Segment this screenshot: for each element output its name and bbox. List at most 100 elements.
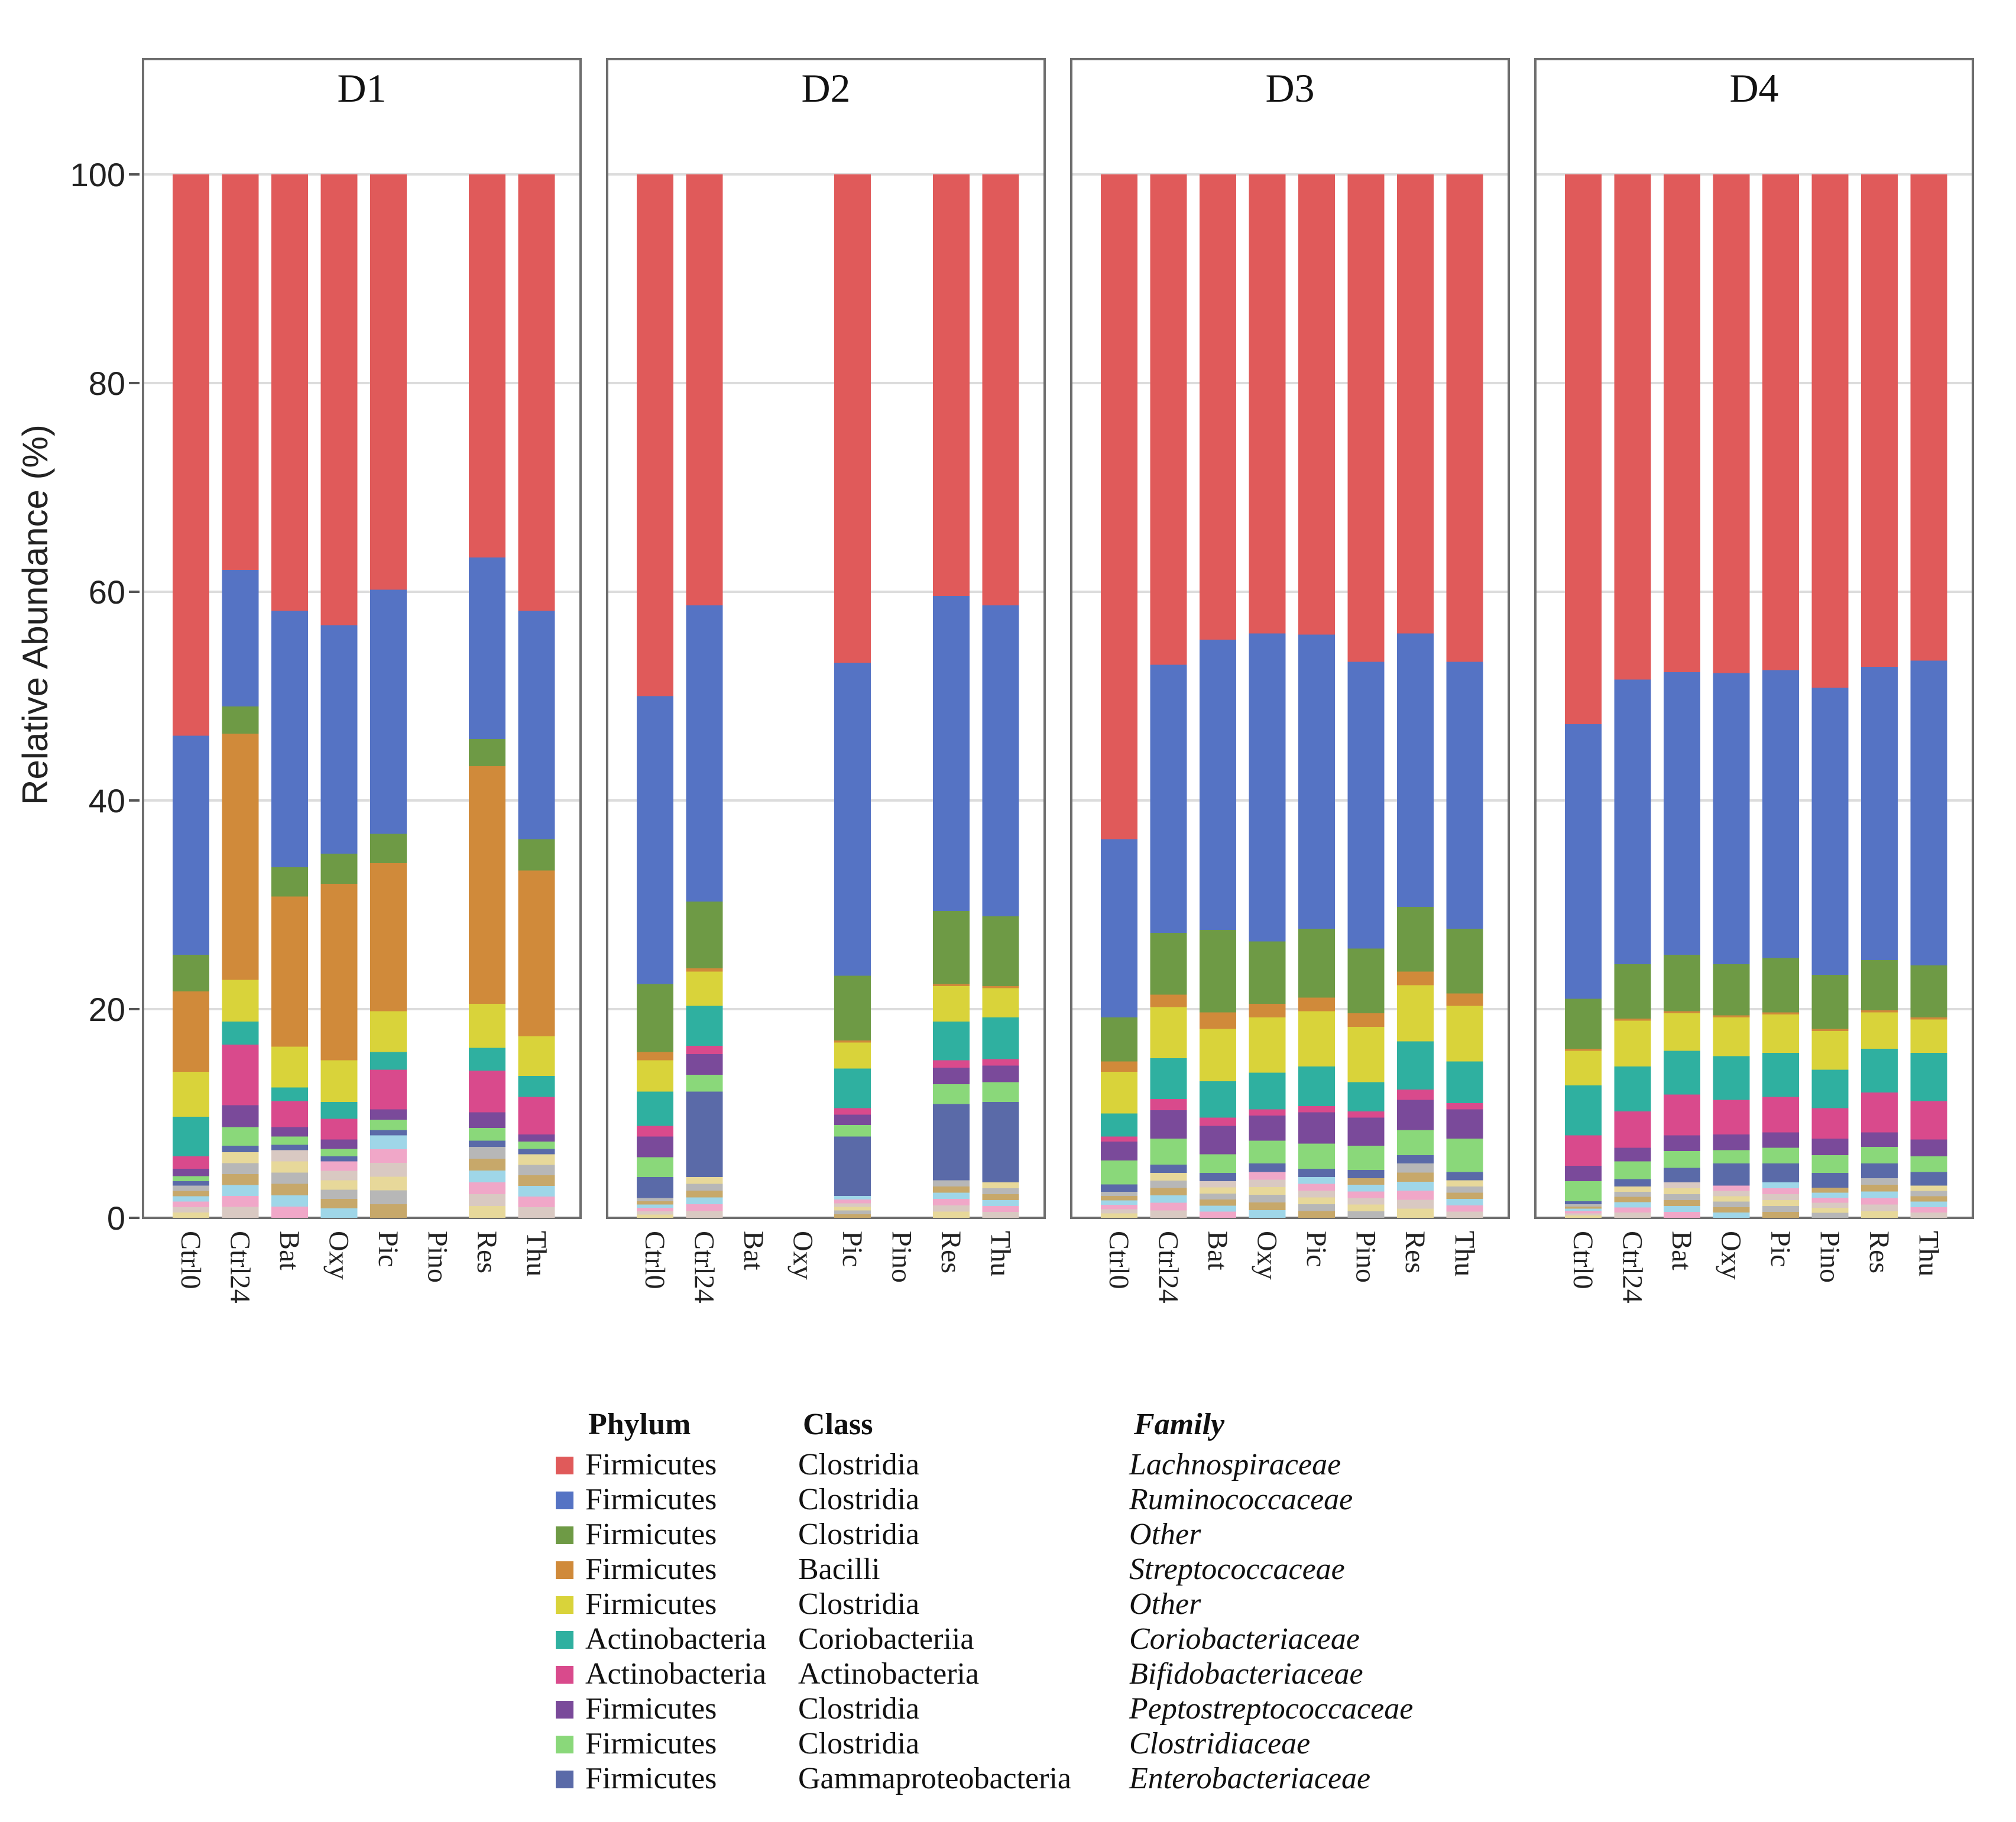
y-tick-label: 40 (89, 782, 125, 819)
bar-segment-minor (637, 1204, 673, 1208)
bar-segment-minor (1614, 1186, 1651, 1192)
bar-segment-minor (1150, 1210, 1187, 1218)
panel-title: D3 (1265, 66, 1314, 111)
bar-segment-minor (834, 1210, 871, 1214)
bar-segment-minor (1614, 1191, 1651, 1197)
bar-segment-minor (1664, 1194, 1700, 1200)
bar-segment-minor (1811, 1202, 1849, 1208)
bar-segment-pepto (1446, 1109, 1483, 1139)
bar-segment-strep (1249, 1004, 1286, 1018)
bar-segment-minor (933, 1211, 970, 1218)
bar-segment-pepto (1249, 1116, 1286, 1141)
bar-segment-minor (173, 1212, 209, 1218)
bar-segment-minor (637, 1198, 673, 1202)
bar-segment-bifi (1664, 1094, 1700, 1136)
bar-segment-rumi (1397, 633, 1434, 907)
bar-segment-oth2 (1811, 1031, 1849, 1070)
x-tick-label: Pino (886, 1231, 918, 1283)
bar-segment-bifi (1565, 1135, 1602, 1166)
bar-segment-strep (637, 1052, 673, 1061)
bar-segment-minor (173, 1207, 209, 1212)
bar-segment-oth1 (637, 984, 673, 1052)
bar-segment-minor (933, 1205, 970, 1212)
bar-segment-minor (1249, 1195, 1286, 1203)
bar-segment-minor (1565, 1211, 1602, 1214)
bar-segment-minor (370, 1149, 407, 1163)
bar-segment-minor (271, 1150, 308, 1162)
bar-segment-lach (1249, 174, 1286, 634)
bar-segment-rumi (1762, 670, 1799, 958)
legend-phylum: Firmicutes (585, 1448, 717, 1481)
bar-segment-minor (222, 1163, 259, 1174)
bar-pic (1762, 174, 1799, 1218)
bar-segment-minor (1298, 1211, 1335, 1218)
legend-header-class: Class (803, 1408, 873, 1441)
bar-segment-minor (834, 1199, 871, 1204)
x-tick-label: Thu (521, 1231, 552, 1276)
x-tick-label: Thu (1913, 1231, 1944, 1276)
bar-oxy (320, 174, 358, 1218)
bar-segment-bifi (173, 1156, 209, 1169)
bar-segment-entero (1565, 1201, 1602, 1205)
bar-segment-minor (271, 1184, 308, 1195)
bar-segment-lach (1664, 174, 1700, 672)
bar-segment-rumi (1614, 679, 1651, 965)
bar-segment-bifi (637, 1126, 673, 1137)
legend-swatch (556, 1701, 573, 1719)
legend-phylum: Firmicutes (585, 1692, 717, 1726)
bar-segment-oth2 (173, 1071, 209, 1117)
bar-segment-oth2 (1101, 1071, 1137, 1114)
bar-segment-bifi (222, 1045, 259, 1105)
bar-segment-minor (1298, 1197, 1335, 1205)
x-tick-label: Ctrl24 (1153, 1231, 1184, 1304)
legend-family: Ruminococcaceae (1129, 1483, 1353, 1516)
bar-segment-rumi (1347, 662, 1385, 949)
bar-segment-minor (1397, 1172, 1434, 1182)
bar-segment-minor (1200, 1199, 1236, 1206)
bar-segment-minor (1446, 1180, 1483, 1187)
bar-segment-oth2 (1664, 1013, 1700, 1051)
bar-segment-clos (834, 1124, 871, 1137)
bar-segment-minor (1397, 1163, 1434, 1173)
bar-segment-minor (370, 1204, 407, 1218)
bar-segment-minor (222, 1195, 259, 1207)
bar-segment-pepto (1298, 1112, 1335, 1144)
bar-segment-strep (1910, 1017, 1947, 1020)
bar-segment-lach (1101, 174, 1137, 839)
bar-oxy (1713, 174, 1750, 1218)
legend-phylum: Actinobacteria (585, 1622, 767, 1656)
bar-segment-oth2 (320, 1060, 358, 1103)
legend-family: Peptostreptococcaceae (1129, 1692, 1414, 1726)
panel-d4: D4 Ctrl0 Ctrl24 Bat Oxy Pic Pino Res Thu (1534, 58, 1974, 1304)
bar-oxy (1249, 174, 1286, 1218)
bar-segment-minor (1347, 1198, 1385, 1205)
x-tick-label: Res (471, 1231, 503, 1273)
bar-segment-corio (222, 1022, 259, 1045)
bar-segment-clos (686, 1075, 723, 1092)
bar-segment-minor (222, 1173, 259, 1185)
bar-segment-oth2 (1713, 1017, 1750, 1056)
x-tick-label: Pic (837, 1231, 868, 1267)
x-tick-label: Res (1863, 1231, 1895, 1273)
panel-title: D2 (801, 66, 850, 111)
bar-segment-minor (1446, 1205, 1483, 1212)
y-tick-label: 60 (89, 573, 125, 611)
bar-segment-minor (1713, 1185, 1750, 1191)
x-tick-label: Pino (1350, 1231, 1382, 1283)
bar-segment-pepto (1910, 1139, 1947, 1156)
bar-segment-lach (1397, 174, 1434, 634)
x-tick-label: Bat (274, 1231, 305, 1270)
bar-segment-strep (1664, 1011, 1700, 1014)
bar-segment-oth1 (1910, 965, 1947, 1018)
bar-segment-strep (834, 1040, 871, 1043)
bar-segment-minor (1200, 1187, 1236, 1194)
x-tick-label: Res (1399, 1231, 1431, 1273)
x-tick-label: Oxy (323, 1231, 355, 1280)
bar-segment-pepto (1200, 1126, 1236, 1155)
bar-segment-minor (1397, 1199, 1434, 1209)
bar-segment-strep (1446, 993, 1483, 1006)
bar-ctrl24 (1614, 174, 1651, 1218)
bar-thu (518, 174, 555, 1218)
bar-segment-corio (686, 1006, 723, 1046)
bar-segment-oth2 (370, 1011, 407, 1052)
